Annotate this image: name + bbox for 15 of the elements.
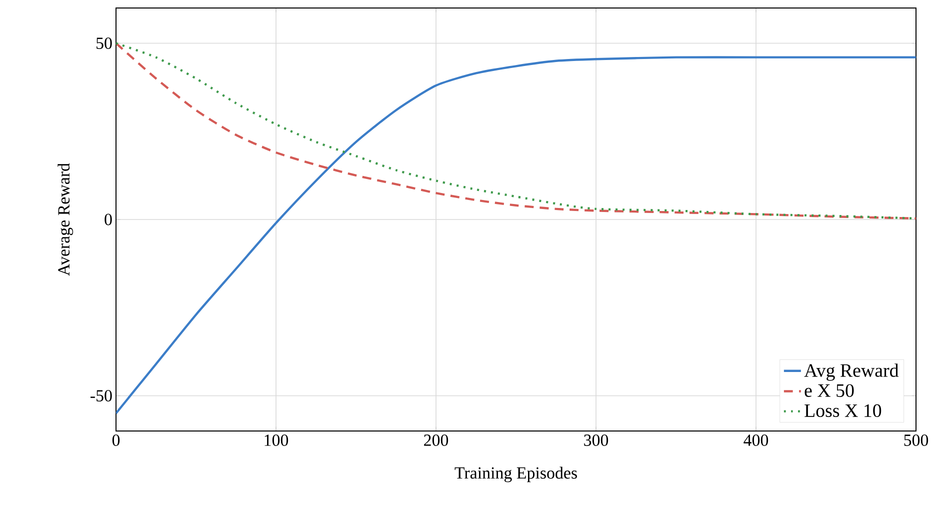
x-tick-label: 400 xyxy=(744,434,768,446)
x-tick-label: 500 xyxy=(904,434,928,446)
x-tick-label: 100 xyxy=(264,434,288,446)
y-tick-label: -50 xyxy=(90,390,112,402)
legend-label: e X 50 xyxy=(804,384,854,397)
y-axis-title: Average Reward xyxy=(58,163,74,276)
line-series xyxy=(116,42,916,220)
x-tick-label: 200 xyxy=(424,434,448,446)
legend-label: Loss X 10 xyxy=(804,404,882,418)
y-tick-label: 0 xyxy=(104,214,112,226)
x-tick-label: 300 xyxy=(584,434,608,446)
legend-label: Avg Reward xyxy=(804,364,899,381)
x-tick-label: 0 xyxy=(112,434,120,446)
x-axis-title: Training Episodes xyxy=(454,466,577,482)
y-tick-label: 50 xyxy=(96,38,112,49)
